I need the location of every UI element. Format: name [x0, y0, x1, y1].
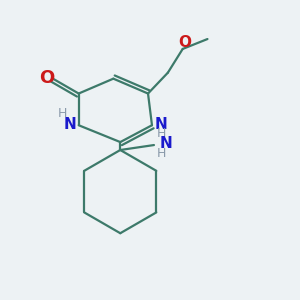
Text: H: H: [157, 127, 167, 140]
Text: N: N: [154, 117, 167, 132]
Text: N: N: [63, 117, 76, 132]
Text: O: O: [39, 69, 55, 87]
Text: H: H: [157, 148, 167, 160]
Text: N: N: [160, 136, 172, 151]
Text: H: H: [58, 107, 68, 120]
Text: O: O: [178, 34, 191, 50]
